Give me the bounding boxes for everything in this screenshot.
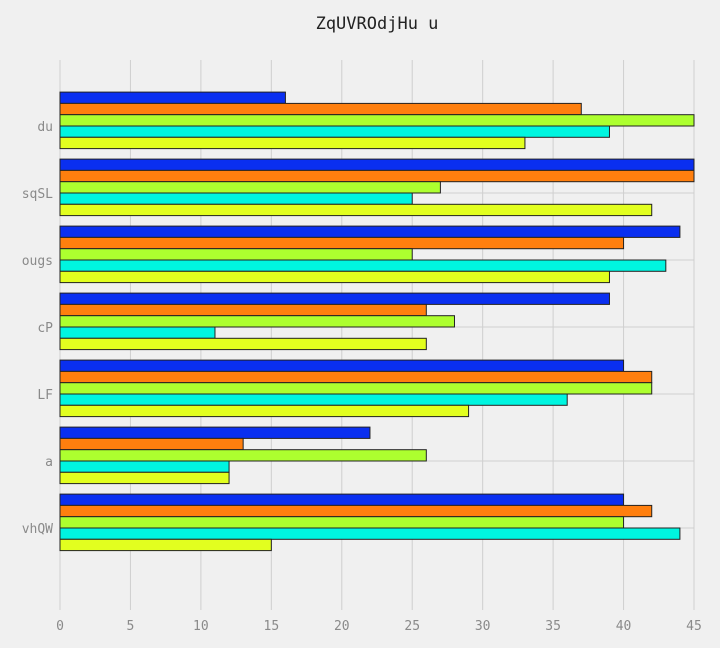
bar-sqSL-series-4	[59, 192, 413, 205]
bar-a-series-3	[59, 449, 427, 462]
x-tick-label: 20	[334, 619, 350, 634]
bar-du-series-2	[59, 102, 582, 116]
bar-vhQW-series-3	[59, 516, 625, 529]
bar-LF-series-3	[59, 382, 653, 395]
x-tick-label: 0	[56, 619, 64, 634]
bar-cP-series-4	[59, 326, 216, 339]
bar-ougs-series-1	[59, 225, 681, 238]
bar-vhQW-series-2	[59, 504, 653, 518]
bar-ougs-series-4	[59, 259, 667, 272]
y-tick-label: vhQW	[22, 522, 53, 537]
x-axis-ticks: 0 5 10 15 20 25 30 35 40 45	[56, 619, 702, 634]
bar-ougs-series-3	[59, 248, 413, 261]
bar-sqSL-series-2	[59, 169, 695, 183]
y-tick-label: LF	[37, 388, 53, 403]
chart-title: ZqUVROdjHu u	[316, 14, 439, 34]
y-tick-label: cP	[37, 321, 53, 336]
bar-du-series-4	[59, 125, 610, 138]
bars	[59, 91, 695, 552]
y-tick-label: du	[37, 120, 53, 135]
bar-cP-series-3	[59, 315, 455, 328]
x-tick-label: 15	[264, 619, 280, 634]
bar-LF-series-2	[59, 370, 653, 384]
x-tick-label: 10	[193, 619, 209, 634]
bar-du-series-1	[59, 91, 286, 104]
y-tick-label: a	[45, 455, 53, 470]
y-axis-ticks: du sqSL ougs cP LF a vhQW	[22, 120, 53, 537]
bar-du-series-3	[59, 114, 695, 127]
bar-sqSL-series-1	[59, 158, 695, 171]
bar-sqSL-series-3	[59, 181, 441, 194]
bar-sqSL-series-5	[59, 203, 653, 217]
y-tick-label: ougs	[22, 254, 53, 269]
bar-a-series-1	[59, 426, 371, 439]
bar-a-series-2	[59, 437, 244, 451]
bar-vhQW-series-1	[59, 493, 625, 506]
bar-vhQW-series-4	[59, 527, 681, 540]
x-tick-label: 35	[545, 619, 561, 634]
y-tick-label: sqSL	[22, 187, 53, 202]
bar-LF-series-4	[59, 393, 568, 406]
bar-LF-series-5	[59, 404, 470, 418]
bar-cP-series-1	[59, 292, 610, 305]
bar-LF-series-1	[59, 359, 625, 372]
bar-cP-series-5	[59, 337, 427, 351]
x-tick-label: 30	[475, 619, 491, 634]
bar-vhQW-series-5	[59, 538, 272, 552]
x-tick-label: 45	[686, 619, 702, 634]
x-tick-label: 5	[127, 619, 135, 634]
x-tick-label: 25	[404, 619, 420, 634]
x-tick-label: 40	[616, 619, 632, 634]
bar-ougs-series-2	[59, 236, 625, 250]
bar-a-series-4	[59, 460, 230, 473]
bar-cP-series-2	[59, 303, 427, 317]
bar-a-series-5	[59, 471, 230, 485]
bar-du-series-5	[59, 136, 526, 150]
bar-ougs-series-5	[59, 270, 610, 284]
